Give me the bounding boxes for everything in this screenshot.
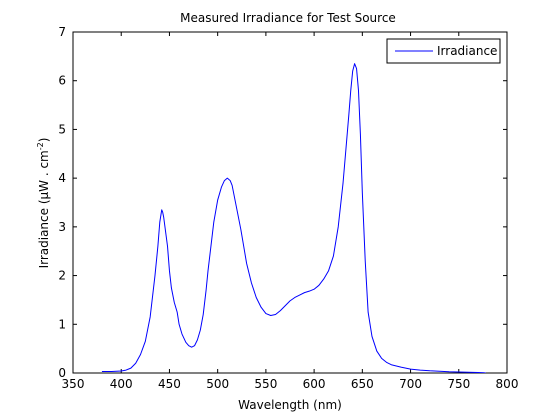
y-tick-label: 4 — [58, 171, 66, 185]
y-tick-label: 7 — [58, 25, 66, 39]
y-tick-label: 6 — [58, 74, 66, 88]
series-line-irradiance — [101, 63, 486, 373]
x-tick-label: 700 — [399, 377, 422, 391]
x-tick-label: 650 — [351, 377, 374, 391]
x-tick-label: 400 — [110, 377, 133, 391]
legend-label-irradiance: Irradiance — [437, 44, 497, 58]
series-layer — [101, 63, 486, 373]
chart-title: Measured Irradiance for Test Source — [180, 11, 396, 25]
x-axis: 350 400 450 500 550 600 650 700 750 800 — [62, 32, 519, 391]
y-axis-label: Irradiance (μW . cm-2) — [36, 138, 51, 269]
x-tick-label: 350 — [62, 377, 85, 391]
y-axis: 0 1 2 3 4 5 6 7 — [58, 25, 507, 380]
y-axis-label-mid: W . cm — [37, 150, 51, 192]
y-axis-label-suffix: ) — [37, 138, 51, 143]
x-tick-label: 800 — [496, 377, 519, 391]
y-axis-label-prefix: Irradiance ( — [37, 199, 51, 268]
y-tick-label: 1 — [58, 317, 66, 331]
x-tick-label: 600 — [303, 377, 326, 391]
y-tick-label: 0 — [58, 366, 66, 380]
x-tick-label: 550 — [254, 377, 277, 391]
x-tick-label: 450 — [158, 377, 181, 391]
x-tick-label: 500 — [206, 377, 229, 391]
legend: Irradiance — [386, 38, 501, 64]
y-axis-label-sup: -2 — [36, 142, 45, 150]
y-tick-label: 5 — [58, 122, 66, 136]
y-tick-label: 3 — [58, 220, 66, 234]
x-axis-label: Wavelength (nm) — [238, 398, 342, 412]
x-tick-label: 750 — [447, 377, 470, 391]
y-axis-label-mu: μ — [37, 191, 51, 199]
y-tick-label: 2 — [58, 269, 66, 283]
plot-area — [72, 31, 508, 374]
